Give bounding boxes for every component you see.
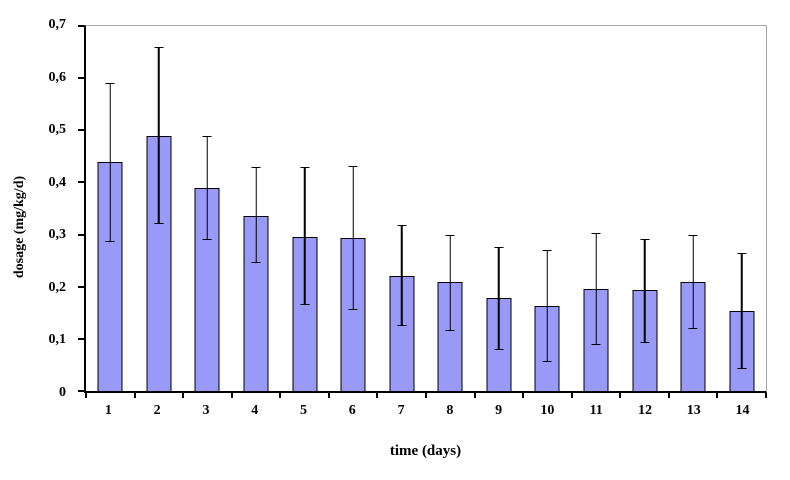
bar-slot xyxy=(86,26,135,391)
error-bar xyxy=(202,135,212,240)
x-tick-label: 14 xyxy=(735,403,750,418)
x-tick-mark xyxy=(570,393,573,398)
bar-slot xyxy=(475,26,524,391)
error-bar xyxy=(688,234,698,330)
bar-slot xyxy=(377,26,426,391)
error-bar xyxy=(397,225,407,326)
y-tick-mark xyxy=(78,285,84,288)
x-tick-label: 3 xyxy=(202,403,210,418)
bar-slot xyxy=(135,26,184,391)
error-bar xyxy=(737,252,747,370)
y-tick-label: 0 xyxy=(59,385,66,400)
y-tick-mark xyxy=(78,129,84,132)
x-tick-label: 1 xyxy=(104,403,112,418)
error-bar xyxy=(640,238,650,344)
y-tick-mark xyxy=(78,390,84,392)
y-tick-mark xyxy=(78,77,84,80)
y-tick-label: 0,2 xyxy=(48,279,67,295)
bar-slot xyxy=(426,26,475,391)
y-tick-label: 0,4 xyxy=(48,174,67,190)
y-tick-mark xyxy=(78,233,84,236)
y-tick-mark xyxy=(78,337,84,340)
x-tick-mark xyxy=(279,393,282,398)
bar-slot xyxy=(232,26,281,391)
y-tick-label: 0,7 xyxy=(48,17,67,32)
error-bar xyxy=(494,246,504,351)
y-tick-label: 0,1 xyxy=(48,332,67,348)
x-tick-label: 4 xyxy=(251,403,259,418)
error-bar xyxy=(445,234,455,332)
error-bar xyxy=(348,165,358,311)
x-axis-tick-labels: 1 2 3 4 5 6 7 8 9 10 11 12 13 14 xyxy=(84,402,767,420)
error-bar xyxy=(105,83,115,243)
x-tick-mark xyxy=(716,393,719,398)
x-tick-mark xyxy=(230,393,233,398)
bar-slot xyxy=(329,26,378,391)
y-tick-mark xyxy=(78,25,84,27)
bar xyxy=(292,237,318,391)
x-tick-mark xyxy=(667,393,670,398)
plot-area xyxy=(78,25,767,398)
y-axis-tick-labels: 0 0,1 0,2 0,3 0,4 0,5 0,6 0,7 xyxy=(0,18,76,400)
bar-slot xyxy=(718,26,767,391)
x-tick-mark xyxy=(425,393,427,398)
error-bar xyxy=(300,166,310,305)
x-tick-mark xyxy=(376,393,379,398)
x-tick-mark xyxy=(522,393,525,398)
x-tick-mark xyxy=(619,393,622,398)
x-tick-label: 5 xyxy=(300,403,308,418)
x-tick-mark xyxy=(133,393,136,398)
x-tick-mark xyxy=(473,393,476,398)
x-tick-label: 11 xyxy=(589,403,603,418)
error-bar xyxy=(591,233,601,346)
x-axis-title: time (days) xyxy=(389,443,462,459)
x-tick-mark xyxy=(85,393,87,398)
x-tick-label: 7 xyxy=(397,403,405,418)
bar-slot xyxy=(620,26,669,391)
x-tick-label: 2 xyxy=(153,403,161,418)
bar-slot xyxy=(280,26,329,391)
y-tick-label: 0,5 xyxy=(48,122,67,138)
error-bar xyxy=(251,166,261,264)
x-tick-mark xyxy=(327,393,330,398)
error-bar xyxy=(154,46,164,225)
x-tick-label: 6 xyxy=(348,403,356,418)
bar-slot xyxy=(183,26,232,391)
error-bar xyxy=(542,249,552,363)
y-tick-mark xyxy=(78,181,84,184)
x-tick-label: 10 xyxy=(540,403,555,418)
y-tick-label: 0,3 xyxy=(48,227,67,243)
x-tick-label: 8 xyxy=(446,403,454,418)
x-tick-label: 9 xyxy=(495,403,503,418)
bar-slot xyxy=(523,26,572,391)
bar-slot xyxy=(669,26,718,391)
x-tick-label: 13 xyxy=(686,403,701,418)
x-tick-label: 12 xyxy=(637,403,652,418)
y-tick-label: 0,6 xyxy=(48,69,67,85)
x-tick-mark xyxy=(182,393,185,398)
x-tick-mark xyxy=(765,393,767,398)
bar-slot xyxy=(572,26,621,391)
